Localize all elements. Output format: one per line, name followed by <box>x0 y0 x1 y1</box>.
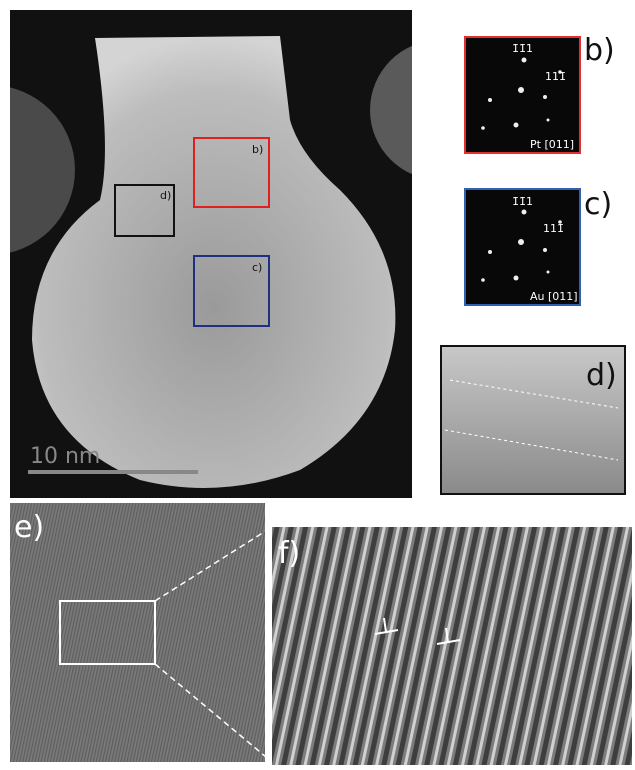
boundary-line <box>444 429 619 461</box>
fft-spots <box>481 57 562 130</box>
panel-label: a) <box>14 25 44 60</box>
zoom-line <box>154 526 273 602</box>
fft-c <box>464 188 581 306</box>
panel-label: e) <box>14 510 44 545</box>
box-label: d) <box>160 189 171 202</box>
panel-label: d) <box>586 358 617 393</box>
panel-a <box>10 10 412 498</box>
dislocation <box>374 617 461 645</box>
fft-spots <box>481 209 562 282</box>
zone-axis: Pt [011] <box>530 138 574 151</box>
boundary-line <box>449 379 619 409</box>
scale-bar-label: 10 nm <box>30 444 100 469</box>
panel-e <box>10 503 265 762</box>
reflection: 111̄ <box>543 222 564 235</box>
zoom-line <box>154 663 273 763</box>
reflection: 1̄1̄1 <box>512 42 533 55</box>
panel-label: f) <box>278 536 300 571</box>
box-label: c) <box>252 261 262 274</box>
zone-axis: Au [011] <box>530 290 578 303</box>
box-label: b) <box>252 143 263 156</box>
panel-f <box>272 527 632 765</box>
fft-b <box>464 36 581 154</box>
panel-label: c) <box>584 187 612 222</box>
panel-d <box>440 345 626 495</box>
reflection: 1̄1̄1 <box>512 195 533 208</box>
reflection: 111̄ <box>545 70 566 83</box>
panel-label: b) <box>584 33 615 68</box>
zoom-box <box>59 600 156 665</box>
